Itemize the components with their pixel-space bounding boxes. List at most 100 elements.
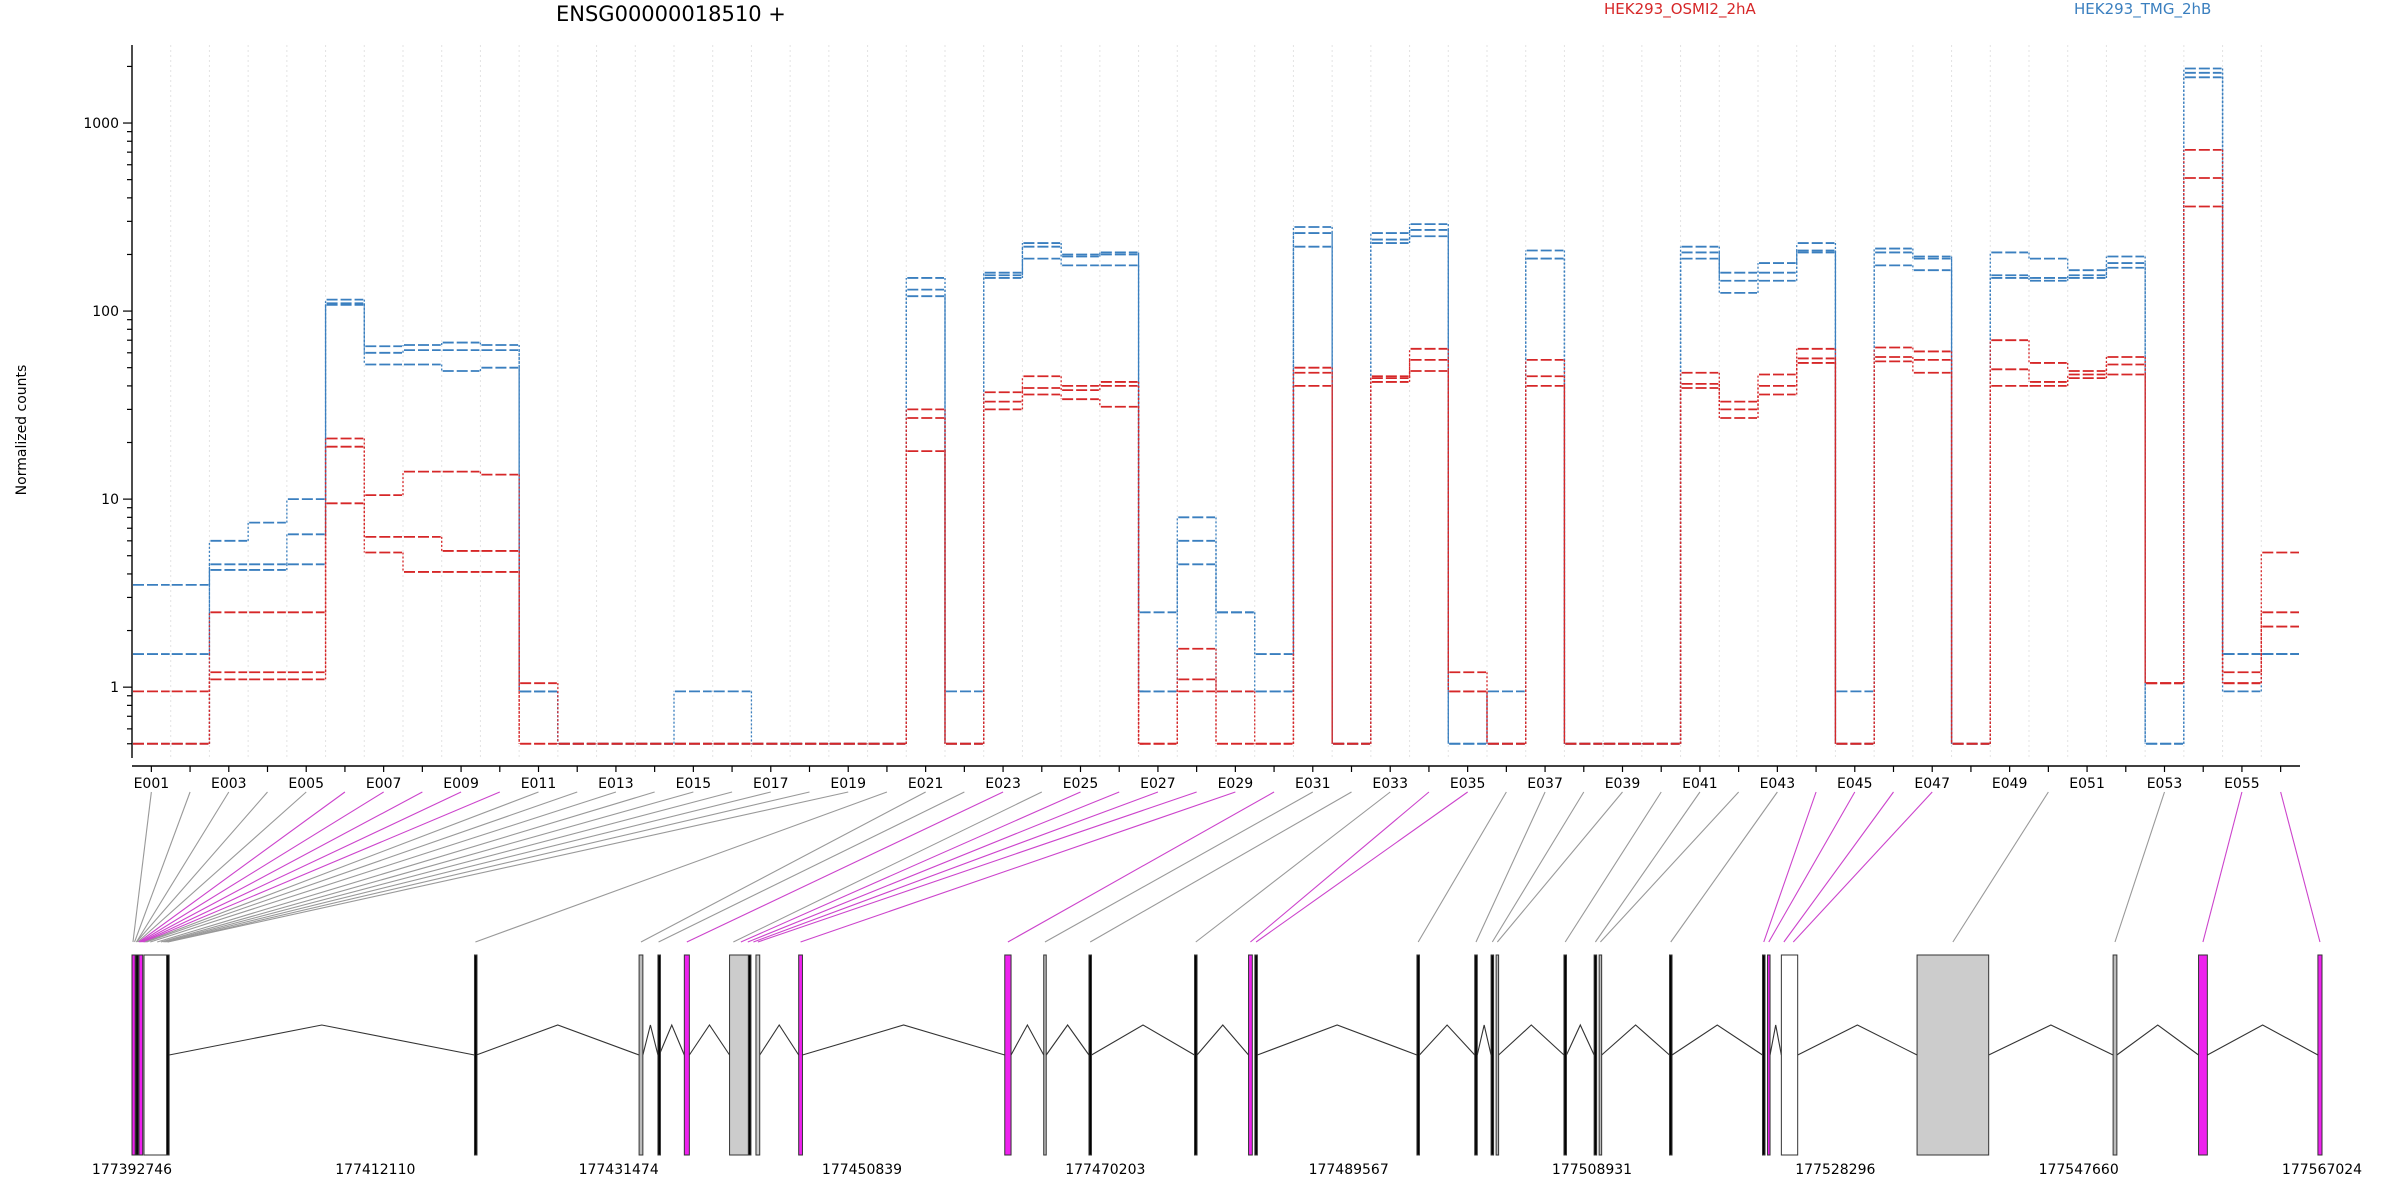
exon-connector <box>167 791 849 943</box>
intron-line <box>1601 1024 1670 1056</box>
exon-connector <box>475 791 888 943</box>
coordinate-label: 177489567 <box>1309 1162 1389 1178</box>
exon-connector <box>157 791 655 943</box>
intron-line <box>759 1023 800 1056</box>
exon-box <box>1563 954 1567 1156</box>
y-tick-label: 10 <box>101 492 119 508</box>
axes: 1 10 100 1000 E001 E003 E005 E007 E009 E011 E013 E0… <box>83 45 2300 792</box>
y-tick-label: 1000 <box>83 116 119 132</box>
x-tick-label: E045 <box>1837 776 1873 792</box>
intron-line <box>476 1024 640 1056</box>
x-tick-label: E053 <box>2147 776 2183 792</box>
x-tick-label: E021 <box>908 776 944 792</box>
exon-connector <box>1089 791 1352 943</box>
x-tick-label: E017 <box>753 776 789 792</box>
intron-line <box>802 1024 1005 1056</box>
exon-connector <box>1670 791 1778 943</box>
exon-connector <box>658 791 965 943</box>
intron-line <box>1476 1024 1492 1056</box>
exon-box <box>1416 954 1420 1156</box>
x-tick-label: E027 <box>1140 776 1176 792</box>
exon-connector <box>1768 791 1856 943</box>
exon-connector <box>160 791 694 943</box>
x-tick-label: E001 <box>134 776 170 792</box>
exon-box <box>1598 954 1603 1156</box>
x-tick-label: E003 <box>211 776 247 792</box>
exon-box <box>143 954 169 1156</box>
exon-box <box>1780 954 1799 1156</box>
exon-box <box>1916 954 1990 1156</box>
intron-line <box>1196 1024 1249 1056</box>
exon-box <box>755 954 761 1156</box>
exon-box <box>135 954 139 1156</box>
exon-box <box>1593 954 1598 1156</box>
exon-box <box>473 954 478 1156</box>
exon-box <box>166 954 170 1156</box>
exon-connector <box>800 791 1236 943</box>
coordinate-label: 177412110 <box>335 1162 415 1178</box>
x-tick-label: E019 <box>830 776 866 792</box>
exon-connector <box>2114 791 2166 943</box>
exon-connector <box>2202 791 2243 943</box>
x-tick-label: E039 <box>1605 776 1641 792</box>
intron-line <box>1769 1024 1782 1056</box>
y-tick-label: 100 <box>92 304 119 320</box>
coordinate-label: 177528296 <box>1795 1162 1875 1178</box>
intron-line <box>1498 1024 1565 1056</box>
exon-connector <box>740 791 1081 943</box>
intron-line <box>2207 1024 2319 1056</box>
exon-box <box>1474 954 1478 1156</box>
x-tick-label: E055 <box>2224 776 2260 792</box>
intron-line <box>1010 1023 1045 1056</box>
intron-line <box>688 1024 731 1056</box>
exon-connector <box>1599 791 1740 943</box>
exon-connector <box>1763 791 1817 943</box>
x-tick-label: E029 <box>1218 776 1254 792</box>
exon-connector <box>145 791 539 943</box>
exon-connector <box>142 791 462 943</box>
legend-entry-osmi: HEK293_OSMI2_2hA <box>1604 0 1756 18</box>
legend-entry-tmg: HEK293_TMG_2hB <box>2074 0 2212 18</box>
exon-connector <box>1564 791 1662 943</box>
exon-connector <box>1491 791 1585 943</box>
coordinate-label: 177431474 <box>579 1162 659 1178</box>
exon-box <box>2317 954 2323 1156</box>
exon-connector <box>136 791 268 943</box>
exon-box <box>729 954 749 1156</box>
coordinate-label: 177450839 <box>822 1162 902 1178</box>
x-tick-label: E035 <box>1450 776 1486 792</box>
exon-connector <box>150 791 617 943</box>
intron-line <box>658 1023 685 1056</box>
exon-box <box>747 954 752 1156</box>
exon-connector <box>1044 791 1314 943</box>
x-tick-label: E011 <box>521 776 557 792</box>
exon-box <box>1767 954 1771 1156</box>
exon-connector <box>167 791 810 943</box>
intron-line <box>1091 1024 1195 1056</box>
x-tick-label: E049 <box>1992 776 2028 792</box>
x-tick-label: E031 <box>1295 776 1331 792</box>
x-tick-label: E025 <box>1063 776 1099 792</box>
intron-line <box>1797 1024 1918 1056</box>
x-tick-label: E051 <box>2069 776 2105 792</box>
x-tick-label: E047 <box>1914 776 1950 792</box>
exon-box <box>1762 954 1766 1156</box>
exon-connector <box>141 791 423 943</box>
exon-box <box>657 954 661 1156</box>
exon-connector <box>1783 791 1894 943</box>
x-tick-label: E033 <box>1372 776 1408 792</box>
coordinate-label: 177470203 <box>1065 1162 1145 1178</box>
exon-connector <box>1792 791 1933 943</box>
coordinate-label: 177392746 <box>92 1162 172 1178</box>
exon-box <box>1004 954 1012 1156</box>
x-tick-label: E037 <box>1527 776 1563 792</box>
exon-connector <box>146 791 578 943</box>
exon-box <box>1490 954 1495 1156</box>
series-osmi-5 <box>133 205 2299 745</box>
exon-connector <box>138 791 346 943</box>
exon-connector <box>139 791 384 943</box>
exon-connector <box>1594 791 1701 943</box>
exon-box <box>1495 954 1500 1156</box>
exon-connector <box>1496 791 1623 943</box>
